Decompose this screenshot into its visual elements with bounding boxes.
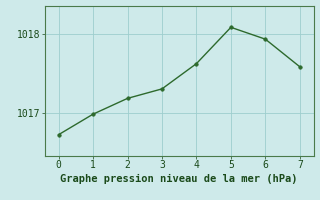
X-axis label: Graphe pression niveau de la mer (hPa): Graphe pression niveau de la mer (hPa) — [60, 174, 298, 184]
